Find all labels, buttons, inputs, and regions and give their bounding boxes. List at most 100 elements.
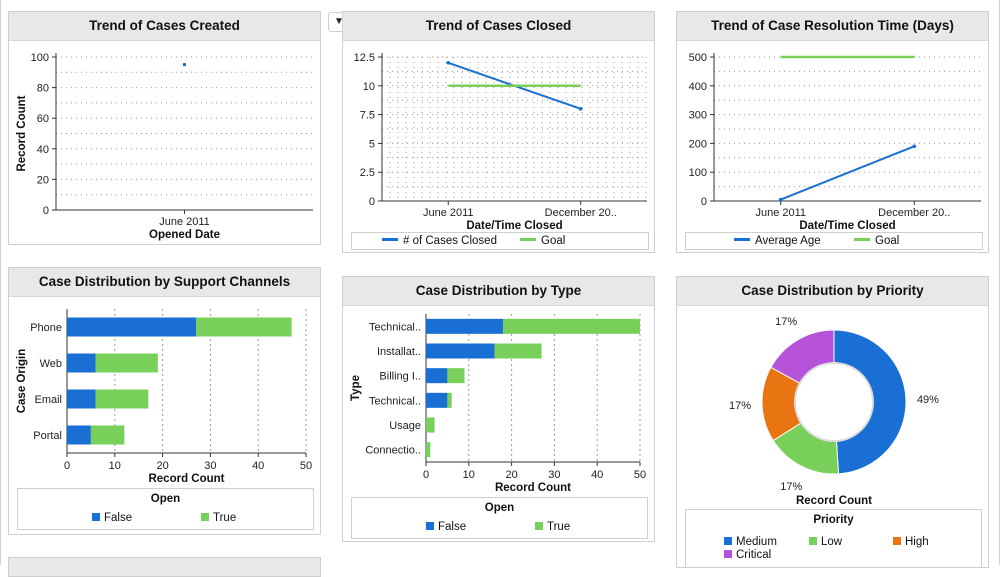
y-tick-label: 0 [701, 196, 707, 208]
x-tick-label: December 20.. [878, 207, 950, 219]
y-tick-label: 400 [689, 81, 707, 93]
panel-title: Case Distribution by Type [343, 277, 654, 306]
donut-inner-ring [794, 362, 874, 442]
legend-item: Low [809, 536, 842, 548]
legend-label: Goal [875, 235, 900, 247]
legend-line-swatch [382, 238, 398, 242]
bar-segment [90, 425, 125, 445]
x-axis-title: Record Count [796, 495, 872, 507]
panel-support-channels[interactable]: Case Distribution by Support Channels 0 1… [8, 267, 321, 535]
legend-swatch [535, 521, 543, 530]
bar-segment [95, 389, 149, 409]
data-point [778, 197, 783, 202]
bar-segment [447, 392, 452, 408]
y-axis-title: Record Count [16, 95, 28, 171]
y-tick-label: 200 [689, 138, 707, 150]
x-tick-label: 40 [591, 469, 603, 481]
legend-swatch [201, 512, 209, 521]
category-label: Portal [33, 430, 62, 442]
bar-segment [426, 368, 448, 384]
x-tick-label: June 2011 [755, 207, 806, 219]
legend-swatch [92, 512, 100, 521]
legend-item: High [893, 536, 929, 548]
panel-title: Trend of Cases Closed [343, 12, 654, 41]
chart-support-channels: 0 10 20 30 40 50 Record Count Case Origin Phone W… [16, 309, 312, 485]
legend-title: Open [484, 502, 515, 514]
legend-support-channels: Open False True [17, 488, 314, 530]
chevron-down-icon: ▼ [334, 16, 344, 27]
y-tick-label: 0 [43, 205, 49, 217]
legend-priority: Priority Medium Low High Critical [685, 509, 982, 567]
x-tick-label: 10 [463, 469, 475, 481]
legend-item: Critical [724, 549, 771, 561]
y-tick-label: 5 [369, 138, 375, 150]
chart-cases-closed: 0 2.5 5 7.5 10 12.5 June 2011 December 20..Date… [354, 52, 647, 232]
y-tick-label: 40 [37, 144, 49, 156]
y-tick-label: 60 [37, 113, 49, 125]
panel-priority[interactable]: Case Distribution by Priority 49% 17% 17% 1… [676, 276, 989, 568]
panel-title: Trend of Case Resolution Time (Days) [677, 12, 988, 41]
pie-slice [833, 329, 907, 475]
legend-type: Open False True [351, 497, 648, 539]
legend-item: True [201, 512, 236, 524]
series-line [780, 145, 915, 201]
legend-label: True [213, 512, 237, 524]
x-axis-title: Record Count [495, 482, 571, 494]
bar-segment [67, 425, 91, 445]
data-point [912, 144, 917, 149]
bar-segment [447, 368, 465, 384]
bar-segment [426, 343, 495, 359]
panel-cases-created[interactable]: Trend of Cases Created 0 20 40 60 80 100 June … [8, 11, 321, 245]
legend-label: False [104, 512, 133, 524]
y-tick-label: 100 [31, 52, 49, 64]
slice-label: 49% [917, 394, 939, 406]
legend-item: Medium [724, 536, 777, 548]
category-label: Installat.. [377, 346, 421, 358]
x-tick-label: June 2011 [423, 207, 474, 219]
legend-label: Low [821, 536, 843, 548]
legend-item: # of Cases Closed [382, 235, 497, 247]
panel-title: Case Distribution by Priority [677, 277, 988, 306]
bar-segment [67, 389, 96, 409]
x-axis-title: Opened Date [149, 229, 220, 241]
category-label: Technical.. [369, 395, 421, 407]
legend-item: Goal [520, 235, 565, 247]
data-point [578, 107, 583, 111]
legend-item: Goal [854, 235, 899, 247]
chart-resolution-time: 0 100 200 300 400 500 June 2011 December 20..Da… [689, 52, 981, 232]
legend-swatch [809, 536, 817, 545]
legend-line-swatch [734, 238, 750, 242]
y-tick-label: 2.5 [360, 167, 375, 179]
legend-label: Average Age [755, 235, 821, 247]
panel-cases-closed[interactable]: Trend of Cases Closed 0 2.5 5 7.5 10 12.5 June… [342, 11, 655, 253]
y-axis-title: Type [350, 375, 362, 401]
legend-resolution-time: Average Age Goal [685, 232, 983, 250]
data-point [446, 60, 451, 65]
legend-title: Priority [813, 514, 854, 526]
category-label: Usage [389, 420, 421, 432]
category-label: Web [40, 358, 62, 370]
x-axis-title: Record Count [148, 473, 224, 485]
x-tick-label: June 2011 [159, 216, 210, 228]
bar-segment [67, 353, 96, 373]
bar-segment [426, 417, 435, 433]
x-tick-label: 20 [505, 469, 517, 481]
panel-partial[interactable] [8, 557, 321, 577]
legend-label: High [905, 536, 929, 548]
chart-priority: 49% 17% 17% 17% Record Count [729, 316, 939, 507]
legend-item: False [426, 521, 466, 533]
slice-label: 17% [729, 400, 751, 412]
x-tick-label: 10 [109, 460, 121, 472]
category-label: Technical.. [369, 321, 421, 333]
panel-title: Case Distribution by Support Channels [9, 268, 320, 297]
y-tick-label: 500 [689, 52, 707, 64]
bar-segment [67, 317, 197, 337]
slice-label: 17% [775, 316, 797, 328]
legend-label: Medium [736, 536, 777, 548]
panel-type[interactable]: Case Distribution by Type 0 10 20 30 40 50 Rec… [342, 276, 655, 542]
category-label: Connectio.. [365, 445, 421, 457]
legend-item: False [92, 512, 132, 524]
panel-resolution-time[interactable]: Trend of Case Resolution Time (Days) 0 10… [676, 11, 989, 253]
x-tick-label: December 20.. [545, 207, 617, 219]
